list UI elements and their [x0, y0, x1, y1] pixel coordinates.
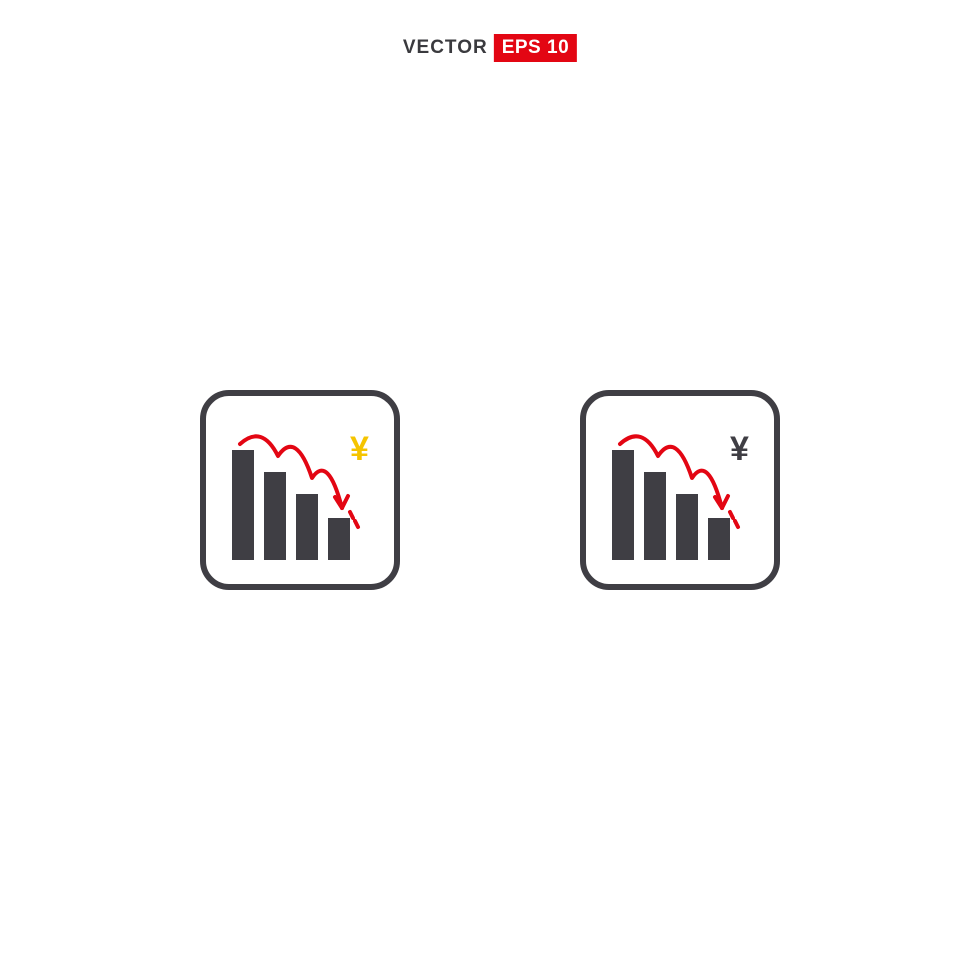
yen-decline-chart-icon-color: ¥ — [200, 390, 400, 590]
icons-row: ¥ ¥ — [0, 390, 980, 590]
vector-label: VECTOR — [403, 34, 494, 62]
yen-decline-chart-icon-mono: ¥ — [580, 390, 780, 590]
eps-label: EPS 10 — [494, 34, 577, 62]
vector-eps-badge: VECTOR EPS 10 — [403, 34, 577, 62]
svg-text:¥: ¥ — [350, 430, 369, 468]
svg-text:¥: ¥ — [730, 430, 749, 468]
